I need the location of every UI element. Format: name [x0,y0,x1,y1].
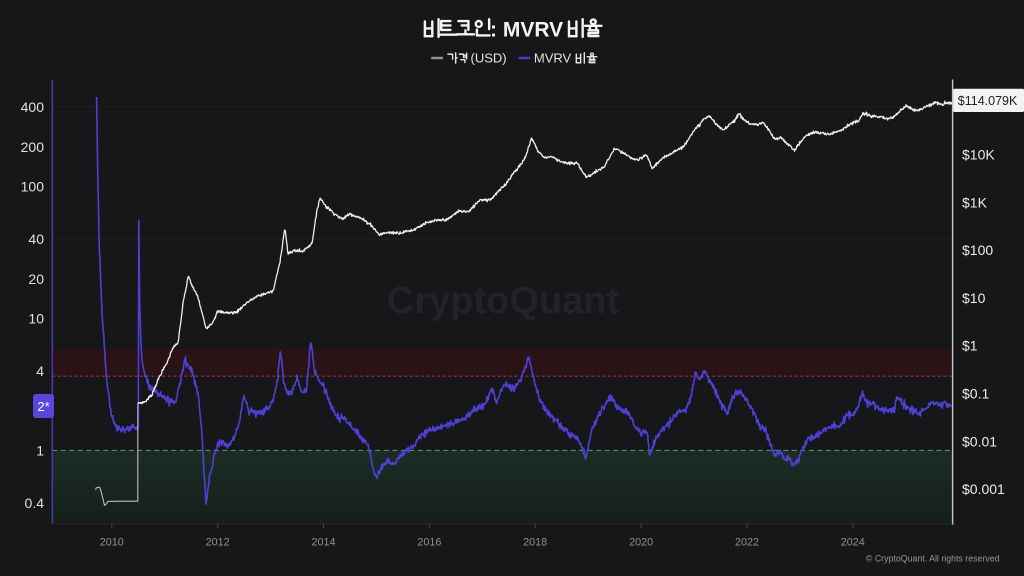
svg-text:2010: 2010 [100,537,124,549]
svg-text:100: 100 [21,179,45,195]
svg-text:2012: 2012 [206,537,230,549]
svg-text:0.4: 0.4 [25,495,45,511]
svg-text:40: 40 [28,231,44,247]
svg-text:$10K: $10K [962,147,995,163]
svg-text:$1: $1 [962,338,978,354]
svg-text:2016: 2016 [417,537,441,549]
svg-text:2024: 2024 [841,537,865,549]
svg-text:(USD): (USD) [471,50,507,65]
svg-text:10: 10 [28,311,44,327]
svg-text:$0.001: $0.001 [962,481,1005,497]
svg-text:400: 400 [21,99,45,115]
svg-text:© CryptoQuant. All rights rese: © CryptoQuant. All rights reserved [866,554,1000,564]
svg-text:$1K: $1K [962,194,988,210]
svg-text:20: 20 [28,271,44,287]
svg-text:1: 1 [36,443,44,459]
svg-text:2018: 2018 [523,537,547,549]
svg-text:2022: 2022 [735,537,759,549]
svg-text:MVRV: MVRV [534,50,572,65]
svg-text:200: 200 [21,139,45,155]
svg-text:: MVRV: : MVRV [490,19,563,42]
svg-text:$100: $100 [962,242,993,258]
svg-text:4: 4 [36,363,44,379]
svg-text:2020: 2020 [629,537,653,549]
svg-text:$114.079K: $114.079K [958,94,1018,108]
svg-text:$0.01: $0.01 [962,433,997,449]
svg-text:$0.1: $0.1 [962,386,989,402]
svg-text:2*: 2* [37,399,49,414]
svg-text:2014: 2014 [311,537,335,549]
svg-text:CryptoQuant: CryptoQuant [387,280,620,322]
svg-text:$10: $10 [962,290,986,306]
